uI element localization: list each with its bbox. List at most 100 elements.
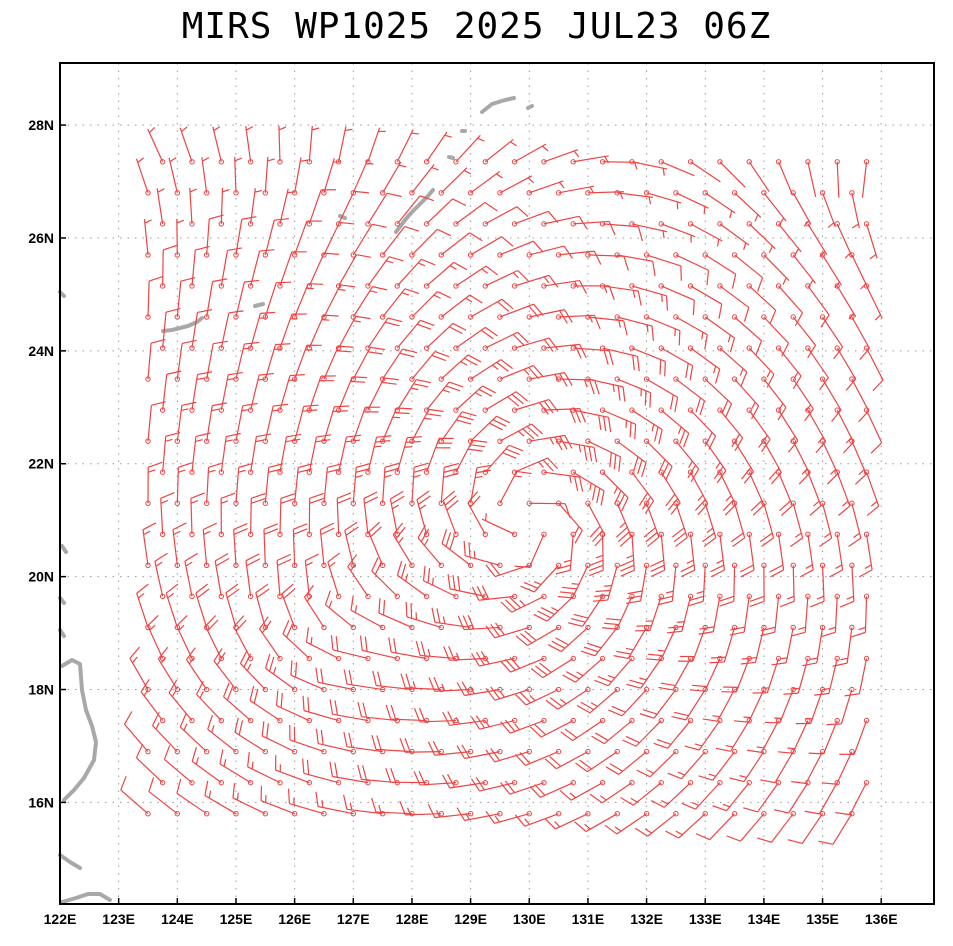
wind-barb [123, 711, 151, 755]
barb-feather [641, 462, 647, 478]
barb-feather [233, 522, 248, 530]
wind-barb [834, 159, 840, 198]
barb-feather [769, 310, 777, 325]
barb-station [321, 252, 327, 258]
barb-half-feather [404, 573, 409, 582]
barb-feather [574, 530, 583, 544]
barb-half-feather [694, 743, 703, 747]
barb-feather [532, 365, 544, 378]
barb-half-feather [411, 132, 419, 135]
barb-staff [649, 751, 677, 778]
barb-station [599, 469, 606, 475]
barb-feather [681, 802, 696, 810]
barb-half-feather [604, 584, 612, 587]
wind-barb [557, 562, 591, 599]
barb-feather [557, 595, 573, 599]
wind-barb [658, 283, 695, 316]
wind-barb [717, 221, 750, 251]
barb-half-feather [739, 775, 747, 778]
barb-staff [509, 719, 545, 734]
barb-feather [302, 695, 305, 711]
barb-station [453, 531, 459, 537]
barb-station [350, 624, 356, 631]
barb-station [365, 345, 371, 351]
wind-barb [277, 188, 295, 227]
barb-feather [650, 559, 664, 568]
lat-tick-label: 28N [28, 117, 54, 133]
barb-half-feather [321, 319, 330, 321]
barb-half-feather [178, 469, 186, 473]
barb-staff [338, 436, 347, 473]
barb-staff [587, 440, 621, 458]
barb-feather [617, 493, 626, 508]
barb-feather [453, 261, 468, 271]
barb-staff [160, 498, 164, 535]
wind-barb [771, 624, 796, 666]
barb-staff [704, 440, 727, 471]
wind-barb [291, 404, 319, 444]
barb-feather [583, 445, 588, 461]
barb-feather [704, 334, 708, 350]
barb-station [761, 314, 767, 320]
barb-staff [303, 596, 325, 628]
barb-half-feather [419, 504, 427, 510]
barb-staff [465, 555, 501, 566]
barb-feather [636, 769, 651, 778]
barb-half-feather [354, 605, 358, 613]
barb-feather [346, 434, 362, 438]
barb-feather [501, 236, 514, 247]
barb-staff [338, 191, 355, 225]
barb-half-feather [828, 626, 836, 631]
barb-half-feather [208, 469, 216, 473]
barb-half-feather [751, 401, 756, 409]
barb-feather [190, 492, 205, 499]
barb-station [159, 159, 166, 165]
barb-feather [468, 542, 471, 558]
barb-feather [456, 682, 465, 696]
barb-feather [371, 797, 377, 813]
wind-barb [643, 376, 679, 413]
wind-barb [511, 210, 559, 227]
barb-feather [589, 379, 595, 395]
wind-barb [760, 748, 796, 784]
barb-staff [748, 471, 765, 506]
barb-half-feather [584, 823, 591, 830]
barb-station [365, 407, 371, 413]
barb-feather [858, 410, 870, 423]
barb-feather [422, 565, 426, 581]
barb-half-feather [782, 277, 787, 285]
barb-feather [463, 357, 478, 366]
barb-half-feather [185, 561, 193, 567]
barb-half-feather [241, 408, 250, 412]
barb-staff [740, 813, 765, 842]
barb-feather [256, 588, 270, 599]
barb-half-feather [374, 445, 382, 448]
barb-feather [293, 528, 308, 535]
barb-half-feather [743, 716, 751, 719]
barb-feather [730, 532, 744, 543]
barb-feather [436, 608, 441, 624]
barb-half-feather [203, 530, 211, 536]
barb-half-feather [465, 297, 473, 303]
barb-staff [172, 529, 178, 566]
wind-barb [743, 779, 782, 813]
barb-feather [685, 363, 689, 379]
barb-staff [792, 720, 809, 754]
wind-barb [172, 522, 187, 569]
barb-feather [384, 321, 400, 327]
barb-half-feather [492, 364, 499, 370]
barb-feather [157, 646, 169, 660]
barb-half-feather [574, 526, 580, 534]
wind-barb [385, 704, 430, 724]
barb-feather [467, 448, 483, 452]
wind-barb [255, 583, 270, 631]
barb-feather [530, 668, 544, 679]
barb-half-feather [801, 468, 808, 475]
barb-feather [639, 713, 655, 719]
wind-barb [849, 376, 870, 423]
barb-staff [165, 593, 178, 628]
barb-staff [455, 134, 481, 163]
wind-barb [634, 810, 679, 837]
barb-half-feather [499, 690, 505, 698]
barb-feather [574, 821, 587, 833]
